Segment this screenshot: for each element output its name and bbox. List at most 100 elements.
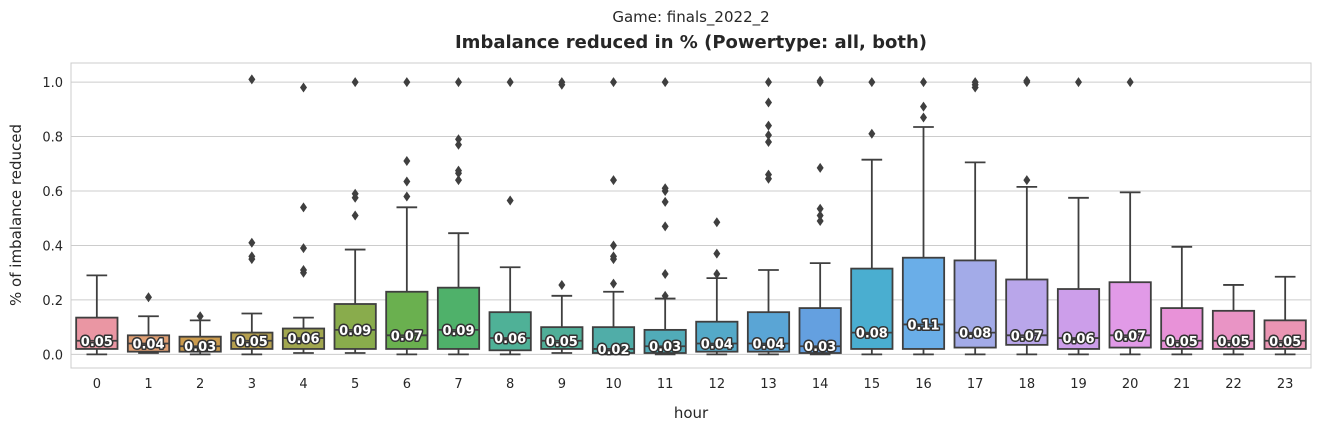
box-iqr [1056,288,1101,350]
outlier-point [403,176,411,187]
x-tick-label: 7 [454,377,462,392]
box-group: 0.05 [540,77,584,354]
x-tick-label: 6 [403,377,411,392]
outlier-point [816,210,824,221]
median-value-label: 0.05 [81,335,113,350]
x-tick-label: 17 [967,377,984,392]
y-tick-label: 0.8 [42,131,63,146]
x-tick-label: 1 [144,377,152,392]
outlier-point [816,75,824,86]
box-group: 0.09 [436,77,481,356]
box-iqr [436,286,481,350]
median-value-label: 0.07 [1011,329,1043,344]
y-axis-label: % of imbalance reduced [7,124,25,306]
median-value-label: 0.08 [856,327,888,342]
outlier-point [816,203,824,214]
outlier-point [196,311,204,322]
outlier-point [558,279,566,290]
gridlines [71,81,1311,355]
box-group: 0.04 [695,217,739,356]
box-iqr [385,290,429,350]
box-group: 0.07 [1005,75,1049,356]
box-group: 0.08 [953,77,997,356]
median-value-label: 0.05 [1166,335,1198,350]
outlier-point [661,290,669,301]
outlier-point [558,77,566,88]
x-tick-label: 16 [915,377,932,392]
chart-title: Imbalance reduced in % (Powertype: all, … [455,32,927,53]
outlier-point [713,248,721,259]
outlier-point [765,130,772,141]
box-iqr [643,328,687,354]
box-iqr [746,311,791,353]
outlier-point [610,77,617,88]
outlier-point [403,77,411,88]
outlier-point [868,77,876,88]
outlier-point [351,210,359,221]
box-iqr [850,267,894,350]
outlier-point [816,215,824,226]
outlier-point [765,169,772,180]
outlier-point [506,195,514,206]
boxes: 0.05 0.04 0.03 0.05 0.06 0.09 0.07 0.09 0.06 0.05… [75,74,1307,359]
outlier-point [300,202,307,213]
box-group: 0.07 [385,77,429,356]
outlier-point [403,156,411,167]
outlier-point [713,217,721,228]
outlier-point [661,183,669,194]
median-value-label: 0.04 [752,337,784,352]
outlier-point [920,112,927,123]
box-group: 0.09 [333,77,377,354]
median-value-label: 0.03 [649,340,681,355]
median-value-label: 0.07 [1114,329,1146,344]
median-value-label: 0.06 [1062,332,1094,347]
outlier-point [455,134,462,145]
outlier-point [661,77,669,88]
box-group: 0.05 [230,74,274,356]
box-group: 0.04 [746,77,791,356]
outlier-point [610,240,617,251]
outlier-point [765,97,772,108]
x-tick-label: 9 [558,377,566,392]
x-tick-label: 21 [1174,377,1191,392]
box-iqr [901,256,946,350]
x-tick-label: 22 [1225,377,1242,392]
box-iqr [1108,281,1152,349]
outlier-point [1126,77,1134,88]
y-tick-label: 1.0 [42,76,63,91]
box-group: 0.05 [75,274,119,356]
box-group: 0.07 [1108,77,1152,356]
plot-area-frame [70,62,1312,369]
box-iqr [178,335,222,353]
outlier-point [610,175,617,186]
x-tick-label: 8 [506,377,514,392]
median-value-label: 0.09 [442,324,474,339]
median-value-label: 0.04 [701,337,733,352]
x-tick-label: 12 [709,377,726,392]
box-iqr [1160,307,1204,350]
median-value-label: 0.02 [597,343,629,358]
outlier-point [248,74,256,85]
outlier-point [351,188,359,199]
outlier-point [765,120,772,131]
outlier-point [971,77,979,88]
outlier-point [920,77,927,88]
box-group: 0.03 [643,77,687,357]
x-tick-label: 19 [1070,377,1087,392]
median-value-label: 0.08 [959,327,991,342]
x-tick-label: 10 [605,377,622,392]
x-axis-label: hour [674,404,709,422]
outlier-point [610,278,617,289]
x-tick-label: 20 [1122,377,1139,392]
outlier-point [1023,175,1031,186]
outlier-point [765,77,772,88]
x-tick-label: 11 [657,377,674,392]
x-tick-label: 5 [351,377,359,392]
x-tick-label: 14 [812,377,829,392]
box-group: 0.03 [178,311,222,357]
median-value-label: 0.05 [1217,335,1249,350]
box-iqr [1263,319,1307,350]
box-iqr [75,316,119,350]
x-tick-label: 2 [196,377,204,392]
box-group: 0.06 [1056,77,1101,356]
